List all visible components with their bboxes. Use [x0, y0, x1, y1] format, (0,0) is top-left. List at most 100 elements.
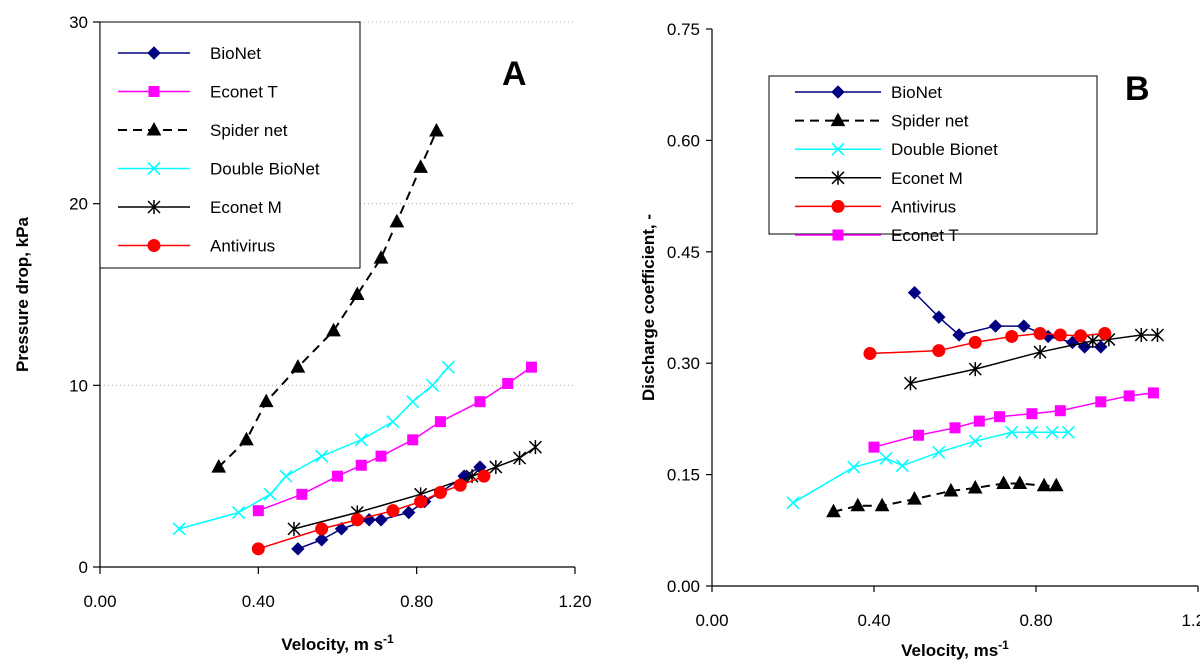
chart-panel-b: 0.00 0.15 0.30 0.45 0.60 0.75 0.00 0.40 0.80 1.20… [639, 20, 1200, 660]
legend-entry-spider-net: Spider net [118, 121, 288, 140]
x-tick-label: 0.80 [400, 592, 433, 611]
legend-entry-bionet: BioNet [795, 83, 942, 102]
econet-t-point [474, 396, 486, 408]
econet-t-point [913, 429, 925, 441]
legend-spider-net-point [146, 121, 162, 136]
antivirus-point [863, 347, 877, 361]
spider-net-point [211, 459, 227, 473]
x-tick-label: 1.20 [558, 592, 591, 611]
series-econet-t [252, 361, 537, 517]
double-bionet-point [386, 415, 400, 429]
series-econet-t [868, 387, 1159, 453]
legend-label-double-bionet: Double BioNet [210, 160, 320, 179]
double-bionet-point [172, 522, 186, 536]
econet-t-point [355, 459, 367, 471]
double-bionet-point [1045, 425, 1059, 439]
series-double-bionet [172, 360, 455, 536]
bionet-point [314, 533, 329, 547]
econet-t-point [434, 416, 446, 428]
series-line-antivirus [258, 475, 485, 550]
legend-entry-spider-net: Spider net [795, 112, 969, 131]
econet-t-point [994, 411, 1006, 423]
series-line-econet-m [910, 334, 1158, 384]
y-tick-label: 10 [69, 376, 88, 395]
antivirus-point [1098, 326, 1112, 340]
series-line-spider-net [218, 130, 438, 468]
x-tick-label: 0.40 [242, 592, 275, 611]
econet-t-point [407, 434, 419, 446]
antivirus-point [1053, 328, 1067, 342]
spider-net-point [258, 393, 274, 408]
spider-net-point [1012, 475, 1028, 490]
double-bionet-point [315, 449, 329, 463]
y-tick-label: 0 [79, 558, 88, 577]
econet-m-point [528, 440, 542, 455]
econet-t-point [1147, 387, 1159, 399]
antivirus-point [932, 344, 946, 358]
legend-entry-econet-t: Econet T [118, 83, 278, 102]
series-line-econet-t [873, 392, 1154, 448]
legend-label-econet-m: Econet M [210, 198, 282, 217]
spider-net-point [943, 482, 959, 497]
x-axis-title: Velocity, m s-1 [281, 632, 394, 654]
bionet-point [402, 505, 416, 520]
spider-net-point [389, 213, 405, 228]
double-bionet-point [354, 433, 368, 447]
legend-label-bionet: BioNet [210, 44, 261, 63]
x-tick-label: 1.20 [1181, 611, 1200, 630]
spider-net-point [996, 475, 1011, 490]
series-line-econet-t [258, 366, 532, 512]
double-bionet-point [879, 451, 893, 465]
double-bionet-point [231, 505, 246, 520]
legend-label-bionet: BioNet [891, 83, 942, 102]
double-bionet-point [425, 378, 440, 392]
spider-net-point [373, 250, 389, 264]
spider-net-point [826, 503, 841, 518]
legend-antivirus-point [147, 239, 161, 252]
legend-label-antivirus: Antivirus [891, 197, 956, 216]
antivirus-point [1005, 329, 1019, 343]
y-tick-label: 30 [69, 13, 88, 32]
y-axis-title: Discharge coefficient, - [639, 214, 658, 401]
econet-t-point [949, 422, 961, 434]
x-tick-label: 0.40 [857, 611, 890, 630]
bionet-point [907, 285, 922, 300]
spider-net-point [349, 286, 365, 300]
legend-spider-net-point [830, 112, 846, 127]
legend-box [99, 21, 361, 269]
double-bionet-point [1025, 425, 1039, 439]
econet-m-point [489, 460, 503, 475]
spider-net-point [290, 359, 306, 373]
bionet-point [988, 319, 1003, 333]
series-spider-net [211, 122, 444, 473]
double-bionet-point [932, 445, 946, 459]
econet-m-point [1134, 327, 1148, 342]
legend-double-bionet-point [147, 161, 161, 176]
econet-m-point [1086, 333, 1100, 348]
y-tick-label: 0.45 [667, 243, 700, 262]
legend-label-econet-m: Econet M [891, 169, 963, 188]
legend-entry-econet-m: Econet M [795, 169, 963, 188]
econet-t-point [1123, 390, 1135, 402]
econet-t-point [1026, 408, 1038, 420]
double-bionet-point [847, 460, 861, 474]
legend-double-bionet-point [831, 142, 845, 156]
double-bionet-point [786, 496, 800, 510]
series-line-spider-net [833, 482, 1057, 513]
spider-net-point [326, 322, 341, 337]
x-tick-label: 0.00 [83, 592, 116, 611]
y-axis-title: Pressure drop, kPa [13, 216, 32, 372]
spider-net-point [1036, 477, 1052, 492]
bionet-point [291, 542, 305, 556]
econet-t-point [1095, 396, 1107, 408]
legend-econet-m-point [831, 170, 845, 185]
econet-m-point [1150, 327, 1165, 342]
x-tick-label: 0.00 [695, 611, 728, 630]
spider-net-point [413, 159, 428, 173]
legend-entry-double-bionet: Double Bionet [795, 140, 998, 159]
y-tick-label: 0.60 [667, 131, 700, 150]
antivirus-point [1033, 326, 1047, 340]
econet-m-point [968, 362, 982, 377]
econet-t-point [525, 361, 537, 373]
